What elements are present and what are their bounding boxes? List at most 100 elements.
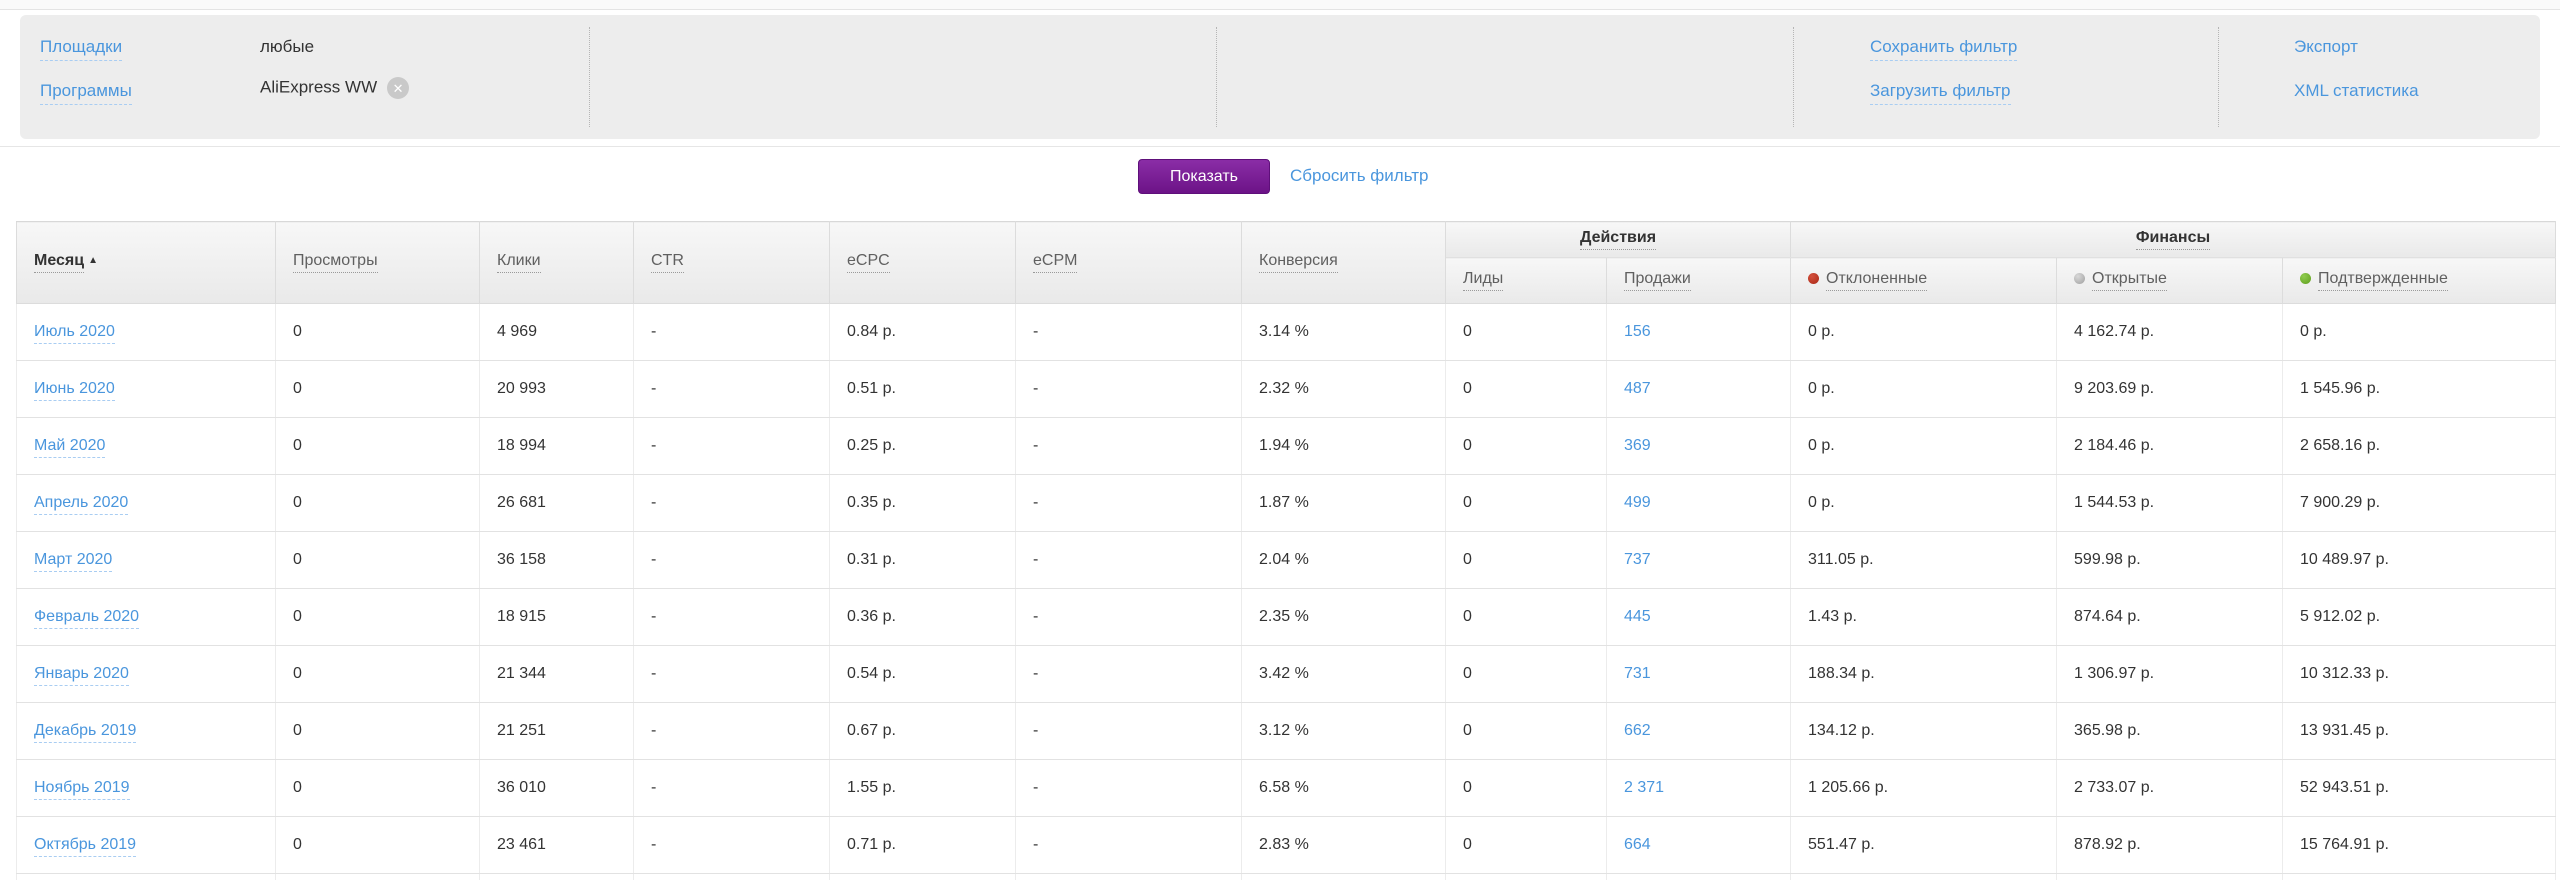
cell-leads: 0 (1445, 417, 1607, 475)
reset-filter-link[interactable]: Сбросить фильтр (1290, 166, 1429, 185)
top-border-strip (0, 0, 2560, 10)
month-link[interactable]: Апрель 2020 (34, 494, 129, 515)
cell-views: 0 (275, 417, 480, 475)
cell-confirmed: 15 764.91 р. (2282, 816, 2557, 874)
filter-programs-link[interactable]: Программы (40, 81, 132, 105)
cell-ecpc: 0.35 р. (829, 474, 1016, 532)
cell-open: 1 544.53 р. (2056, 474, 2284, 532)
cell-ctr: - (633, 588, 830, 646)
cell-declined: 188.34 р. (1790, 645, 2058, 703)
cell-ecpm: - (1015, 816, 1242, 874)
export-link[interactable]: Экспорт (2294, 37, 2358, 56)
cell-sales: 445 (1605, 588, 1792, 646)
sales-link[interactable]: 156 (1624, 323, 1651, 340)
open-dot-icon (2074, 273, 2086, 284)
column-header-confirmed[interactable]: Подтвержденные (2282, 257, 2557, 304)
cell-clicks: 20 993 (479, 360, 634, 418)
table-row: Май 2020 0 18 994-0.25 р. -1.94 % 0 369 0 р. 2 … (16, 417, 2557, 475)
load-filter-link[interactable]: Загрузить фильтр (1870, 81, 2011, 105)
sales-link[interactable]: 499 (1624, 494, 1651, 511)
cell-open: 4 162.74 р. (2056, 303, 2284, 361)
cell-views: 0 (275, 360, 480, 418)
cell-confirmed: 7 900.29 р. (2282, 474, 2557, 532)
cell-open: 599.98 р. (2056, 531, 2284, 589)
column-group-finances[interactable]: Финансы (1790, 221, 2557, 258)
column-header-open[interactable]: Открытые (2056, 257, 2284, 304)
cell-leads: 0 (1445, 816, 1607, 874)
cell-declined: 0 р. (1790, 360, 2058, 418)
cell-leads: 0 (1445, 702, 1607, 760)
cell-conversion: 2.32 % (1241, 360, 1446, 418)
cell-conversion: 3.12 % (1241, 702, 1446, 760)
sales-link[interactable]: 369 (1624, 437, 1651, 454)
cell-sales: 731 (1605, 645, 1792, 703)
cell-ecpc: 0.84 р. (829, 303, 1016, 361)
month-link[interactable]: Октябрь 2019 (34, 836, 137, 857)
statistics-table: Месяц ▲ Просмотры Клики CTR eCPC eCPM Кон… (16, 221, 2557, 880)
cell-ecpm: - (1015, 474, 1242, 532)
cell-sales: 662 (1605, 702, 1792, 760)
filter-platforms-value: любые (260, 37, 315, 56)
sales-link[interactable]: 662 (1624, 722, 1651, 739)
confirmed-dot-icon (2300, 273, 2312, 284)
cell-month: Март 2020 (16, 531, 276, 589)
remove-tag-icon[interactable]: ✕ (387, 77, 410, 99)
sales-link[interactable]: 2 371 (1624, 779, 1665, 796)
column-header-declined[interactable]: Отклоненные (1790, 257, 2058, 304)
column-group-actions[interactable]: Действия (1444, 221, 1792, 258)
column-header-views[interactable]: Просмотры (275, 221, 480, 304)
column-header-month[interactable]: Месяц ▲ (16, 221, 276, 304)
cell-month: Декабрь 2019 (16, 702, 276, 760)
cell-month: Апрель 2020 (16, 474, 276, 532)
column-header-ctr[interactable]: CTR (633, 221, 830, 304)
cell-sales: 499 (1605, 474, 1792, 532)
month-link[interactable]: Июнь 2020 (34, 380, 115, 401)
save-filter-link[interactable]: Сохранить фильтр (1870, 37, 2018, 61)
cell-ecpc: 0.31 р. (829, 531, 1016, 589)
month-link[interactable]: Март 2020 (34, 551, 113, 572)
sales-link[interactable]: 737 (1624, 551, 1651, 568)
filter-platforms-link[interactable]: Площадки (40, 37, 123, 61)
cell-conversion: 1.94 % (1241, 417, 1446, 475)
cell-views: 0 (275, 588, 480, 646)
sales-link[interactable]: 664 (1624, 836, 1651, 853)
show-button[interactable]: Показать (1138, 159, 1270, 194)
cell-confirmed: 1 545.96 р. (2282, 360, 2557, 418)
column-header-ecpc[interactable]: eCPC (829, 221, 1016, 304)
cell-ctr: - (633, 303, 830, 361)
column-header-sales[interactable]: Продажи (1605, 257, 1792, 304)
cell-month: Июль 2020 (16, 303, 276, 361)
xml-statistics-link[interactable]: XML статистика (2294, 81, 2419, 100)
sales-link[interactable]: 445 (1624, 608, 1651, 625)
table-row: Ноябрь 2019 0 36 010-1.55 р. -6.58 % 0 2 371 1… (16, 759, 2557, 817)
cell-leads: 0 (1445, 588, 1607, 646)
cell-ctr: - (633, 759, 830, 817)
column-header-conversion[interactable]: Конверсия (1241, 221, 1446, 304)
cell-declined: 1.43 р. (1790, 588, 2058, 646)
column-header-clicks[interactable]: Клики (479, 221, 634, 304)
filter-programs-value: AliExpress WW ✕ (260, 77, 410, 99)
cell-declined: 0 р. (1790, 417, 2058, 475)
cell-ecpc: 0.51 р. (829, 360, 1016, 418)
month-link[interactable]: Февраль 2020 (34, 608, 140, 629)
sales-link[interactable]: 487 (1624, 380, 1651, 397)
cell-confirmed: 52 943.51 р. (2282, 759, 2557, 817)
month-link[interactable]: Ноябрь 2019 (34, 779, 130, 800)
month-link[interactable]: Январь 2020 (34, 665, 129, 686)
cell-declined: 311.05 р. (1790, 531, 2058, 589)
cell-views: 0 (275, 303, 480, 361)
month-link[interactable]: Май 2020 (34, 437, 106, 458)
sales-link[interactable]: 731 (1624, 665, 1651, 682)
column-header-ecpm[interactable]: eCPM (1015, 221, 1242, 304)
cell-clicks: 23 461 (479, 816, 634, 874)
cell-month: Июнь 2020 (16, 360, 276, 418)
cell-views: 0 (275, 531, 480, 589)
cell-ctr: - (633, 645, 830, 703)
program-tag-label: AliExpress WW (260, 77, 378, 97)
cell-ecpc: 0.67 р. (829, 702, 1016, 760)
month-link[interactable]: Июль 2020 (34, 323, 115, 344)
month-link[interactable]: Декабрь 2019 (34, 722, 137, 743)
cell-ctr: - (633, 702, 830, 760)
cell-sales: 2 371 (1605, 759, 1792, 817)
column-header-leads[interactable]: Лиды (1445, 257, 1607, 304)
